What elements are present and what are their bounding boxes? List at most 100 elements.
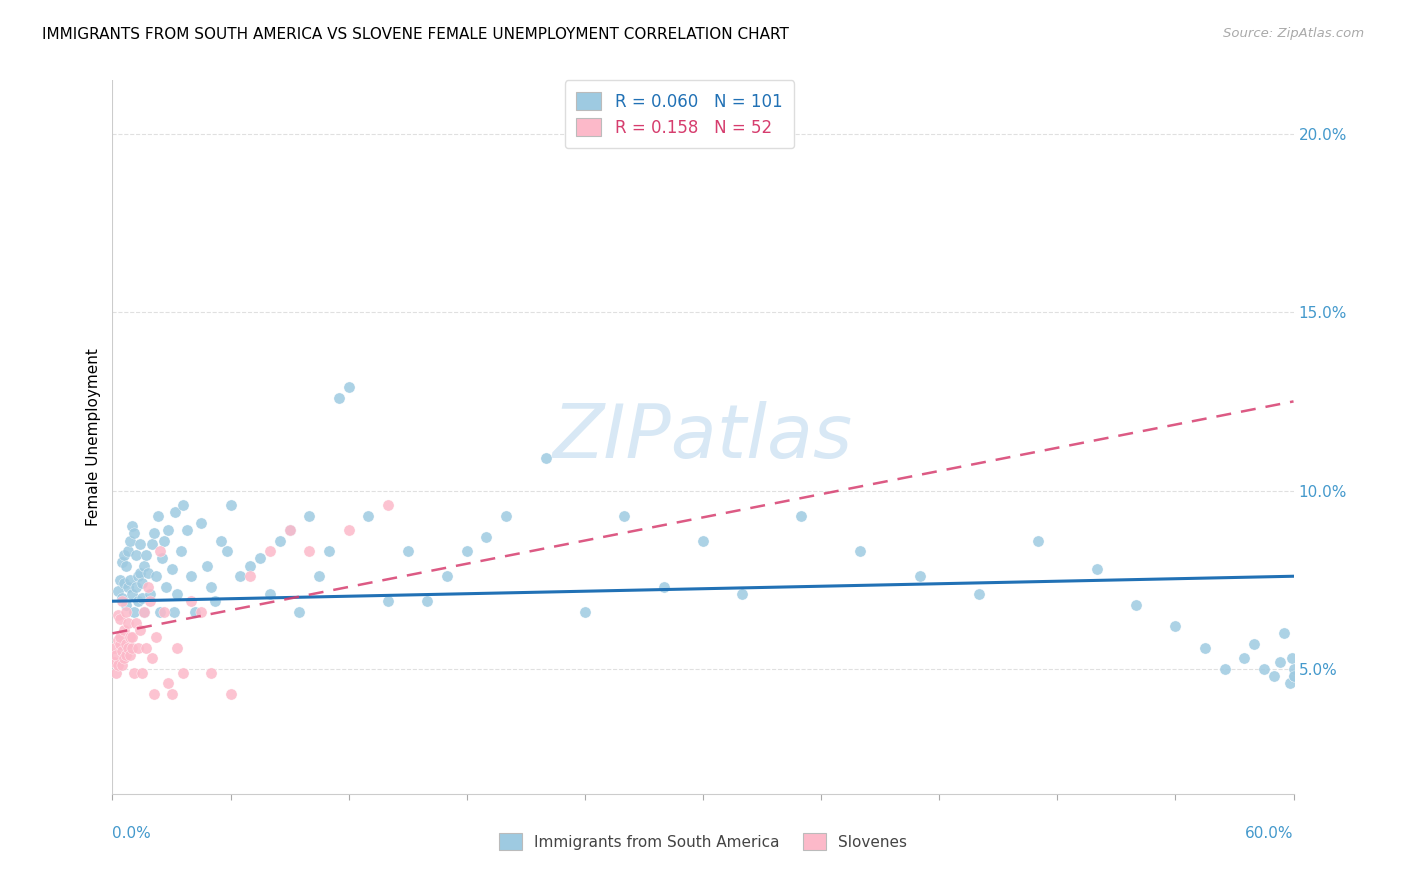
Point [121,630,143,644]
Point [125,548,148,562]
Point [115,637,138,651]
Point [111,594,134,608]
Point [239,558,262,573]
Point [190,605,212,619]
Legend: Immigrants from South America, Slovenes: Immigrants from South America, Slovenes [492,826,914,857]
Point [139,587,162,601]
Point [115,605,138,619]
Point [110,637,132,651]
Point [298,544,321,558]
Point [731,587,754,601]
Point [135,548,157,562]
Point [125,615,148,630]
Point [127,640,149,655]
Point [125,580,148,594]
Point [416,594,439,608]
Point [150,551,173,566]
Point [967,587,990,601]
Point [115,558,138,573]
Point [122,526,145,541]
Point [111,555,134,569]
Point [149,544,172,558]
Point [278,523,301,537]
Point [120,533,142,548]
Point [122,605,145,619]
Point [692,533,714,548]
Point [215,544,238,558]
Point [1026,533,1049,548]
Point [127,594,149,608]
Point [156,523,179,537]
Point [613,508,636,523]
Point [149,605,172,619]
Point [112,576,135,591]
Point [209,533,232,548]
Point [103,655,125,669]
Point [288,605,311,619]
Point [120,573,142,587]
Point [115,648,138,662]
Point [1263,669,1285,683]
Point [111,644,134,658]
Point [849,544,872,558]
Point [107,583,129,598]
Point [103,640,125,655]
Point [142,687,165,701]
Point [112,623,135,637]
Point [166,640,188,655]
Point [377,498,399,512]
Point [120,648,142,662]
Point [152,533,174,548]
Point [117,640,139,655]
Point [259,544,281,558]
Point [357,508,380,523]
Point [112,651,135,665]
Point [117,580,139,594]
Point [790,508,813,523]
Point [1253,662,1275,676]
Point [1164,619,1187,633]
Point [145,569,167,583]
Point [172,498,194,512]
Point [156,676,179,690]
Point [131,591,153,605]
Point [1282,662,1305,676]
Point [142,526,165,541]
Point [136,566,159,580]
Point [308,569,330,583]
Point [160,687,183,701]
Point [1272,626,1295,640]
Point [1282,669,1305,683]
Point [139,594,162,608]
Point [135,640,157,655]
Point [396,544,419,558]
Point [129,623,152,637]
Text: Source: ZipAtlas.com: Source: ZipAtlas.com [1223,27,1364,40]
Point [204,594,226,608]
Point [110,630,132,644]
Point [170,544,193,558]
Point [1213,662,1236,676]
Point [1278,676,1301,690]
Point [131,576,153,591]
Point [180,569,202,583]
Point [111,658,134,673]
Point [908,569,931,583]
Point [1233,651,1256,665]
Point [574,605,596,619]
Point [1268,655,1291,669]
Point [107,608,129,623]
Point [200,580,222,594]
Point [105,648,128,662]
Point [107,633,129,648]
Point [117,544,139,558]
Point [436,569,458,583]
Y-axis label: Female Unemployment: Female Unemployment [86,348,101,526]
Point [117,615,139,630]
Point [121,640,143,655]
Point [318,544,340,558]
Point [120,630,142,644]
Point [1243,637,1265,651]
Point [269,533,291,548]
Point [110,612,132,626]
